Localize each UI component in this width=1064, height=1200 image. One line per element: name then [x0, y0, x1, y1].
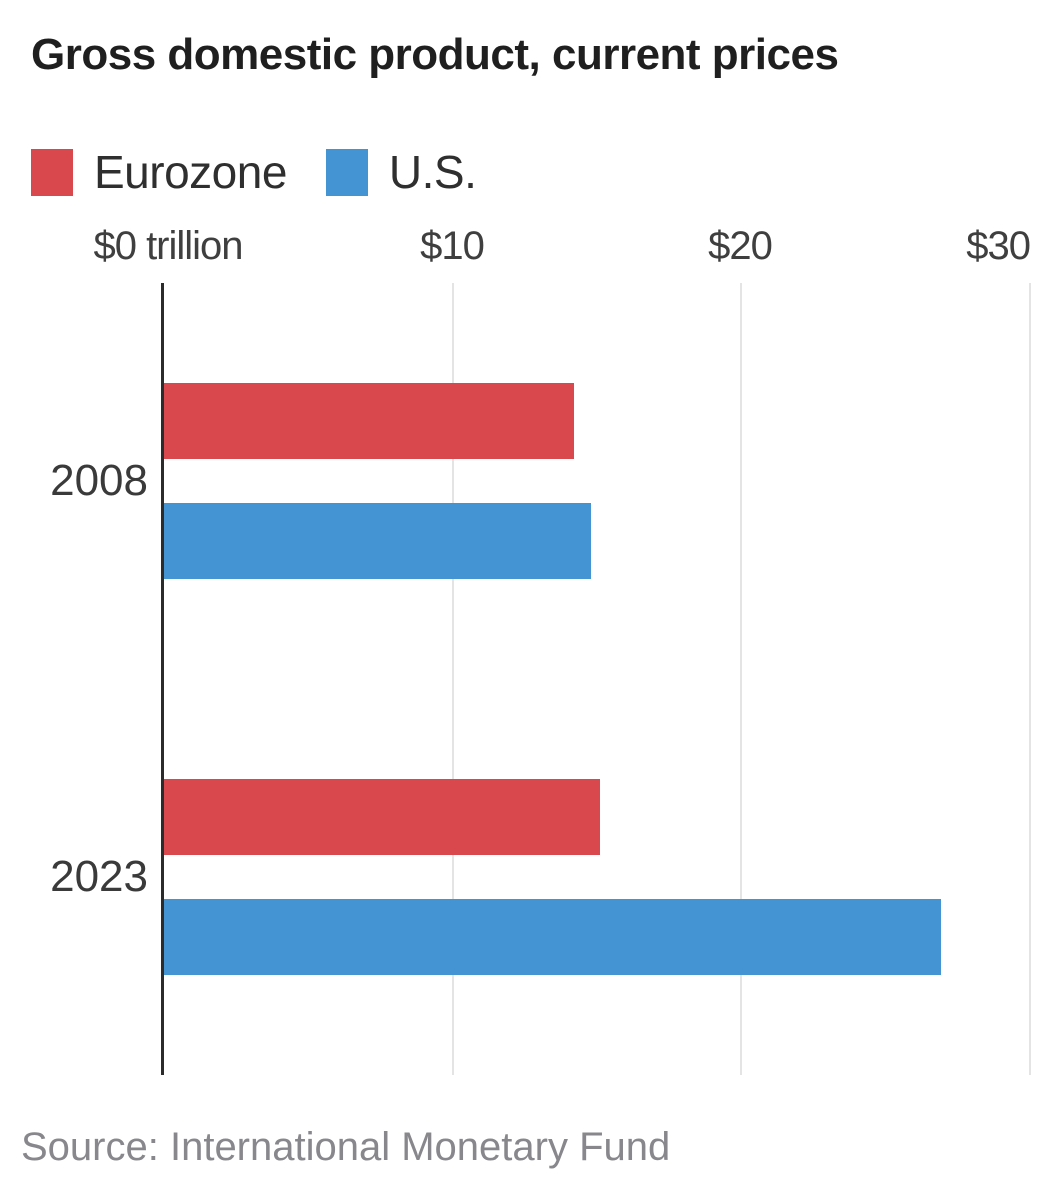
bar-us-2023 — [164, 899, 941, 975]
legend-swatch-eurozone-icon — [31, 148, 73, 196]
category-label-2008: 2008 — [50, 456, 148, 505]
legend-item-us: U.S. — [325, 145, 477, 199]
bar-eurozone-2008 — [164, 383, 574, 459]
source-note: Source: International Monetary Fund — [21, 1125, 671, 1169]
x-axis-tick-label-30: $30 — [966, 224, 1031, 268]
y-axis-line — [161, 283, 164, 1075]
category-label-2023: 2023 — [50, 852, 148, 901]
legend-swatch-us-icon — [325, 148, 368, 196]
legend-label-us: U.S. — [388, 146, 477, 198]
legend-item-eurozone: Eurozone — [31, 145, 287, 199]
chart-title: Gross domestic product, current prices — [31, 30, 839, 79]
legend-label-eurozone: Eurozone — [94, 146, 287, 198]
bar-eurozone-2023 — [164, 779, 600, 855]
gridline-10 — [451, 283, 454, 1075]
x-axis-tick-label-20: $20 — [708, 224, 773, 268]
bar-us-2008 — [164, 503, 591, 579]
gridline-20 — [740, 283, 743, 1075]
gridline-30 — [1029, 283, 1032, 1075]
x-axis-tick-label-10: $10 — [420, 224, 485, 268]
x-axis-tick-label-0: $0 trillion — [93, 224, 243, 268]
chart-legend: Eurozone U.S. — [31, 145, 477, 199]
